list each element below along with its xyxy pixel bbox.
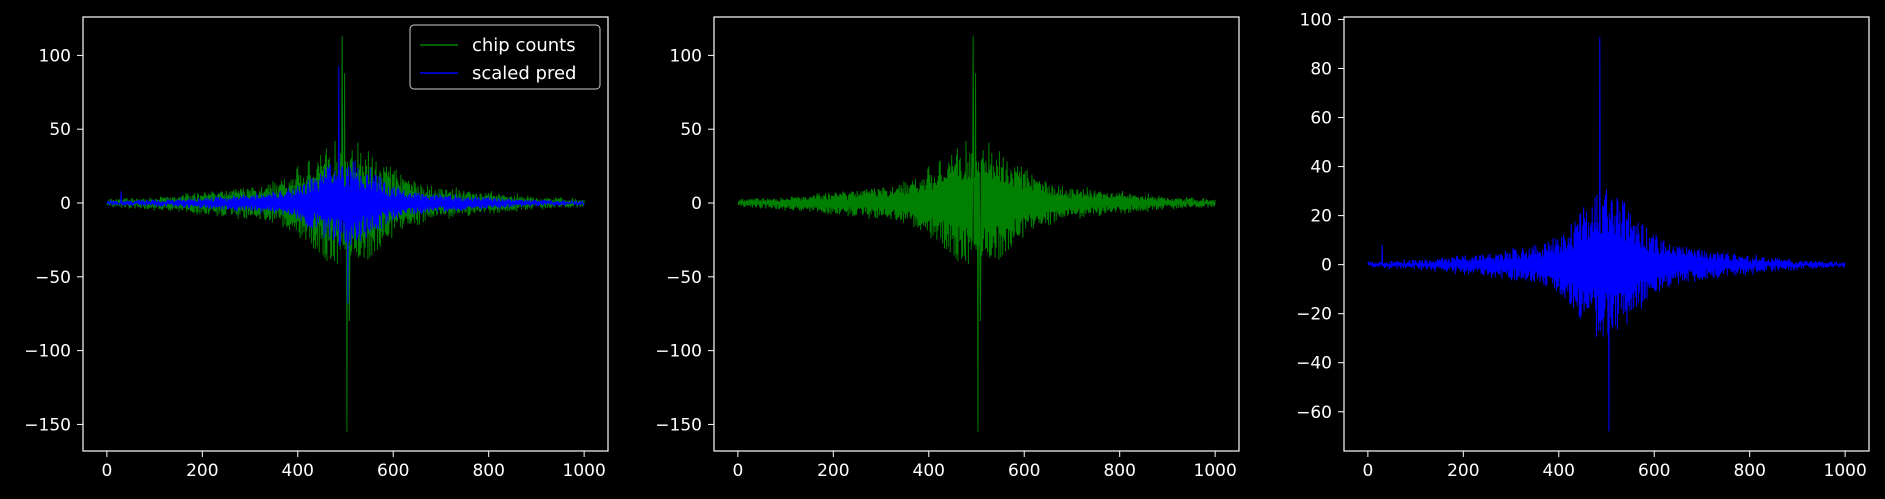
x-tick-label: 400 (1543, 461, 1575, 481)
series-line-c0000ff (1367, 36, 1846, 432)
y-tick-label: −40 (1296, 354, 1332, 374)
x-tick-label: 200 (817, 461, 849, 481)
chart-panel-1: 0 200 400 600 800 1000 −150 −100 −50 0 50 100 chip c… (24, 16, 609, 481)
y-tick-label: 50 (49, 120, 71, 140)
plot-frame (1343, 16, 1870, 452)
plot-frame (713, 16, 1240, 452)
y-tick-label: −50 (666, 268, 702, 288)
y-tick-label: 100 (670, 46, 702, 66)
series-line-scaled-pred (106, 65, 585, 304)
x-tick-label: 0 (732, 461, 743, 481)
legend: chip counts scaled pred (409, 24, 601, 90)
y-tick-label: 80 (1310, 59, 1332, 79)
y-tick-label: 0 (60, 194, 71, 214)
x-tick-label: 800 (1103, 461, 1135, 481)
y-tick-label: −50 (35, 268, 71, 288)
series-line-c008000 (737, 36, 1216, 432)
y-tick-label: 0 (1321, 256, 1332, 276)
x-tick-label: 0 (1362, 461, 1373, 481)
y-tick-label: 50 (680, 120, 702, 140)
x-tick-label: 0 (101, 461, 112, 481)
x-tick-label: 600 (377, 461, 409, 481)
x-tick-label: 200 (1447, 461, 1479, 481)
legend-label: scaled pred (472, 63, 576, 84)
x-tick-label: 400 (282, 461, 314, 481)
x-tick-label: 200 (186, 461, 218, 481)
legend-label: chip counts (472, 35, 576, 56)
y-tick-label: 20 (1310, 207, 1332, 227)
y-tick-label: −100 (24, 342, 71, 362)
y-tick-label: 0 (691, 194, 702, 214)
x-tick-label: 1000 (563, 461, 606, 481)
y-tick-label: 100 (39, 46, 71, 66)
y-tick-label: 60 (1310, 109, 1332, 129)
y-tick-label: −150 (655, 415, 702, 435)
y-tick-label: −20 (1296, 305, 1332, 325)
y-tick-label: −150 (24, 415, 71, 435)
x-tick-label: 800 (472, 461, 504, 481)
x-tick-label: 400 (913, 461, 945, 481)
x-tick-label: 600 (1008, 461, 1040, 481)
chart-panel-2: 0 200 400 600 800 1000 −150 −100 −50 0 50 100 (655, 16, 1240, 481)
x-tick-label: 800 (1733, 461, 1765, 481)
chart-panel-3: 0 200 400 600 800 1000 −60 −40 −20 0 20 40 60 80 100 (1296, 10, 1870, 481)
x-tick-label: 1000 (1194, 461, 1237, 481)
x-tick-label: 600 (1638, 461, 1670, 481)
y-tick-label: 100 (1300, 10, 1332, 30)
y-tick-label: 40 (1310, 158, 1332, 178)
plot-frame (82, 16, 609, 452)
y-tick-label: −60 (1296, 403, 1332, 423)
y-tick-label: −100 (655, 342, 702, 362)
x-tick-label: 1000 (1824, 461, 1867, 481)
